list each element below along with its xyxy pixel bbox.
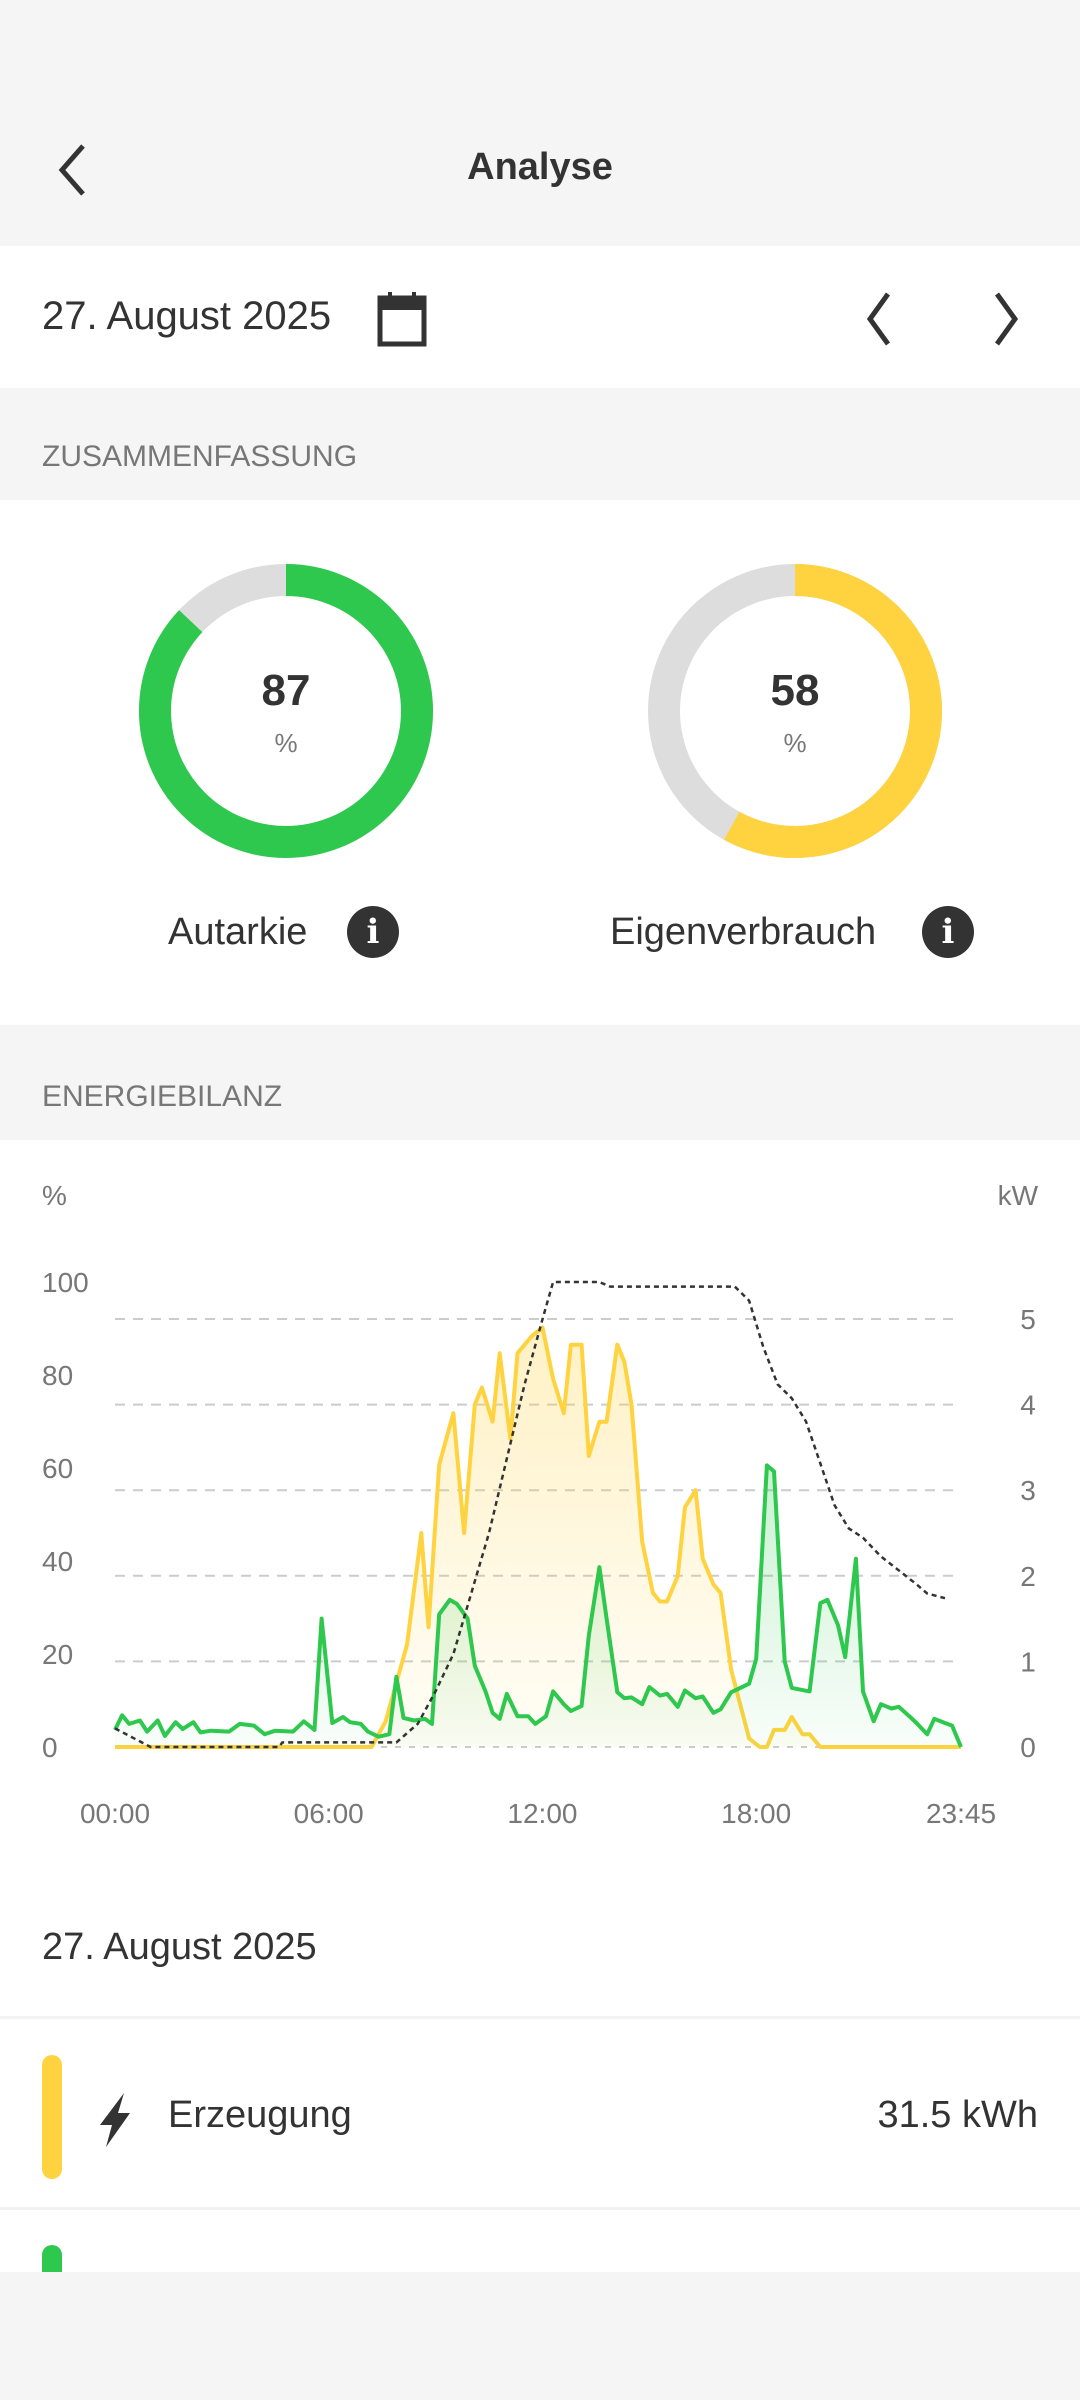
list-item-erzeugung[interactable] — [0, 2019, 1080, 2207]
x-tick-label: 12:00 — [507, 1798, 577, 1829]
energy-section-title: ENERGIEBILANZ — [42, 1080, 283, 1113]
left-axis-unit: % — [42, 1180, 67, 1211]
erzeugung-area — [115, 1327, 961, 1747]
left-tick-label: 0 — [42, 1732, 58, 1763]
eigenverbrauch-info-icon[interactable]: i — [922, 906, 974, 958]
eigenverbrauch-donut — [648, 564, 942, 858]
eigenverbrauch-donut-arc — [648, 564, 942, 858]
ladezustand-line — [114, 1280, 946, 1749]
left-tick-label: 80 — [42, 1360, 73, 1391]
summary-section-title: ZUSAMMENFASSUNG — [42, 440, 358, 473]
back-arrow-icon — [58, 144, 85, 196]
left-tick-label: 40 — [42, 1546, 73, 1577]
autarkie-donut — [139, 564, 433, 858]
date-label[interactable]: 27. August 2025 — [42, 294, 332, 338]
left-tick-label: 60 — [42, 1453, 73, 1484]
eigenverbrauch-label: Eigenverbrauch — [610, 911, 877, 953]
autarkie-info-icon[interactable]: i — [347, 906, 399, 958]
details-date: 27. August 2025 — [42, 1926, 317, 1968]
left-tick-label: 100 — [42, 1267, 89, 1298]
x-tick-label: 18:00 — [721, 1798, 791, 1829]
back-button[interactable] — [50, 138, 100, 202]
energy-chart: % kW 0 1 2 3 4 5 0 20 40 60 80 100 00:00 06:00 12:00 18… — [42, 1180, 1039, 1829]
next-color-bar — [42, 2245, 62, 2272]
verbrauch-line — [113, 1463, 963, 1748]
chevron-right-icon — [994, 292, 1019, 346]
date-bar — [0, 246, 1080, 388]
previous-day-button[interactable] — [858, 290, 902, 348]
page-title: Analyse — [467, 146, 613, 188]
right-tick-label: 3 — [1020, 1475, 1036, 1506]
right-axis-unit: kW — [998, 1180, 1039, 1211]
right-tick-label: 1 — [1020, 1646, 1036, 1677]
right-tick-label: 4 — [1020, 1390, 1036, 1421]
x-tick-label: 06:00 — [294, 1798, 364, 1829]
right-tick-label: 5 — [1020, 1304, 1036, 1335]
next-day-button[interactable] — [983, 290, 1027, 348]
x-tick-label: 00:00 — [80, 1798, 150, 1829]
autarkie-unit: % — [274, 728, 298, 758]
left-tick-label: 20 — [42, 1639, 73, 1670]
divider — [0, 2207, 1080, 2210]
erzeugung-color-bar — [42, 2055, 62, 2179]
erzeugung-value: 31.5 kWh — [877, 2094, 1038, 2136]
erzeugung-label: Erzeugung — [168, 2094, 352, 2136]
right-tick-label: 0 — [1020, 1732, 1036, 1763]
autarkie-label: Autarkie — [168, 911, 308, 953]
x-tick-label: 23:45 — [926, 1798, 996, 1829]
list-item-next[interactable] — [0, 2210, 1080, 2272]
calendar-icon — [377, 292, 427, 347]
divider — [0, 2016, 1080, 2019]
lightning-icon — [100, 2093, 130, 2147]
eigenverbrauch-unit: % — [783, 728, 807, 758]
calendar-button[interactable] — [376, 292, 428, 348]
autarkie-donut-arc — [139, 564, 433, 858]
chevron-left-icon — [866, 292, 891, 346]
autarkie-value: 87 — [261, 666, 311, 715]
eigenverbrauch-value: 58 — [770, 666, 820, 715]
right-tick-label: 2 — [1020, 1561, 1036, 1592]
